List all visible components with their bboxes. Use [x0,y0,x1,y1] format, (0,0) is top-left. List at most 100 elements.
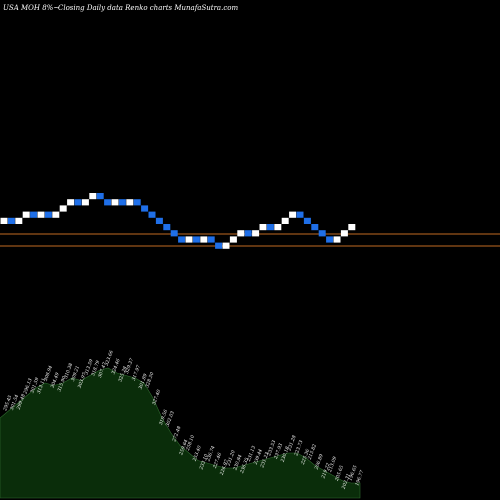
down-brick [44,211,52,218]
down-brick [96,193,104,200]
up-brick [81,199,89,206]
volume-value-label: 230.18 [279,446,291,464]
volume-value-label: 215.82 [306,443,318,461]
down-brick [7,217,15,224]
volume-value-label: 296.13 [22,378,34,396]
up-brick [259,224,267,231]
volume-value-label: 324.46 [111,358,122,375]
volume-value-label: 226.97 [218,459,230,477]
volume-value-label: 223.73 [293,439,305,457]
volume-value-label: 327.40 [151,389,162,406]
volume-value-label: 230.84 [232,454,244,472]
volume-value-label: 196.77 [354,469,365,486]
up-brick [252,230,260,237]
volume-value-label: 227.46 [212,452,224,470]
volume-value-label: 231.28 [286,434,298,452]
volume-value-label: 310.38 [63,362,74,379]
volume-value-label: 329.37 [124,357,135,374]
up-brick [229,236,237,243]
up-brick [15,217,23,224]
down-brick [244,230,252,237]
volume-area [0,367,361,499]
up-brick [289,211,297,218]
volume-value-label: 258.10 [185,434,197,452]
volume-value-label: 225.36 [300,448,312,466]
up-brick [222,242,230,249]
down-brick [207,236,215,243]
volume-value-label: 313.11 [36,377,47,394]
volume-value-label: 206.89 [313,453,325,471]
up-brick [126,199,134,206]
down-brick [215,242,223,249]
up-brick [52,211,60,218]
volume-value-label: 301.54 [9,394,20,411]
volume-value-label: 319.56 [158,409,169,426]
up-brick [237,230,245,237]
down-brick [178,236,186,243]
volume-value-label: 299.48 [15,393,27,411]
down-brick [104,199,112,206]
renko-bricks [0,193,356,249]
down-brick [296,211,304,218]
volume-value-label: 328.50 [144,371,155,388]
volume-value-label: 231.23 [259,451,271,469]
up-brick [67,199,75,206]
volume-value-label: 303.97 [77,372,88,389]
volume-value-label: 307.47 [97,361,108,378]
down-brick [318,230,326,237]
volume-value-label: 317.97 [131,364,142,381]
up-brick [200,236,208,243]
down-brick [163,224,171,231]
volume-value-label: 233.53 [266,439,278,457]
down-brick [311,224,319,231]
up-brick [37,211,45,218]
volume-value-label: 219.22 [320,462,332,480]
ticker-label: USA MOH 8%~ [3,4,59,12]
up-brick [22,211,30,218]
chart-caption: Closing Daily data Renko charts MunafaSu… [58,4,238,12]
down-brick [133,199,141,206]
volume-value-label: 301.59 [29,377,40,394]
volume-value-label: 295.45 [2,394,14,412]
down-brick [192,236,200,243]
down-brick [266,224,274,231]
volume-value-label: 308.94 [43,365,54,382]
volume-value-label: 205.65 [334,465,346,483]
volume-value-label: 231.20 [225,449,237,467]
volume-value-label: 237.93 [273,443,285,461]
volume-value-label: 213.09 [327,456,339,474]
down-brick [170,230,178,237]
volume-value-label: 304.49 [50,372,61,389]
volume-value-label: 259.64 [178,439,190,457]
volume-value-label: 318.79 [90,360,101,377]
volume-value-label: 313.59 [83,358,94,375]
volume-value-label: 236.35 [239,457,251,475]
down-brick [155,217,163,224]
volume-value-label: 315.90 [56,375,67,392]
down-brick [148,211,156,218]
down-brick [141,205,149,212]
volume-value-label: 272.48 [171,425,183,443]
up-brick [274,224,282,231]
volume-value-labels: 295.45301.54299.48296.13301.59313.11308.… [2,350,366,491]
volume-value-label: 301.89 [138,373,149,390]
volume-value-label: 239.44 [252,448,264,466]
volume-value-label: 236.74 [205,445,217,463]
up-brick [111,199,119,206]
volume-value-label: 323.66 [104,350,115,367]
up-brick [59,205,67,212]
up-brick [281,217,289,224]
up-brick [348,224,356,231]
volume-value-label: 196.65 [347,464,358,481]
up-brick [333,236,341,243]
volume-value-label: 325.28 [117,366,128,383]
down-brick [326,236,334,243]
volume-value-label: 309.21 [70,365,81,382]
volume-area-fill [0,367,361,499]
down-brick [30,211,38,218]
volume-value-label: 231.13 [246,445,258,463]
up-brick [0,217,8,224]
down-brick [303,217,311,224]
up-brick [340,230,348,237]
